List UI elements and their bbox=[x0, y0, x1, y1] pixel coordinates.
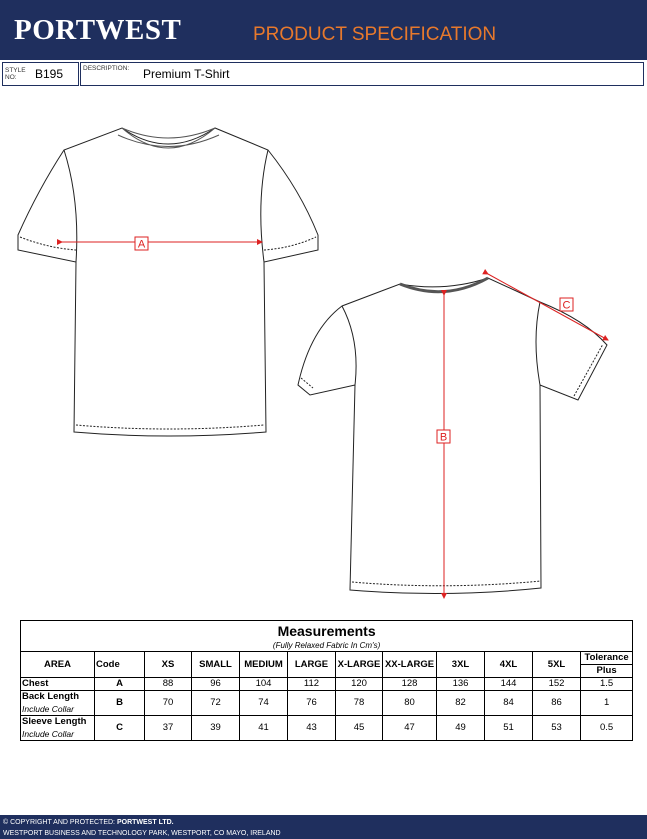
note: Include Collar bbox=[20, 728, 95, 741]
value: 86 bbox=[532, 690, 581, 716]
column-header: Code bbox=[94, 651, 145, 678]
value: 72 bbox=[191, 690, 240, 716]
column-header: 5XL bbox=[532, 651, 581, 678]
table-title: Measurements bbox=[19, 620, 634, 641]
column-header: LARGE bbox=[287, 651, 336, 678]
garment-diagram: A B C bbox=[17, 127, 609, 599]
value: 96 bbox=[191, 677, 240, 691]
column-header: Tolerance bbox=[579, 651, 634, 665]
label-b: B bbox=[440, 432, 447, 444]
description-label: DESCRIPTION: bbox=[83, 65, 130, 72]
note: Include Collar bbox=[20, 703, 95, 716]
value: 152 bbox=[532, 677, 581, 691]
tolerance: 1.5 bbox=[579, 677, 634, 691]
value: 47 bbox=[382, 715, 437, 741]
value: 120 bbox=[335, 677, 383, 691]
value: 49 bbox=[436, 715, 485, 741]
column-header: XS bbox=[144, 651, 192, 678]
column-header: 4XL bbox=[484, 651, 533, 678]
value: 78 bbox=[335, 690, 383, 716]
style-value: B195 bbox=[35, 67, 64, 81]
tolerance: 1 bbox=[579, 690, 634, 716]
style-label: STYLE NO: bbox=[5, 67, 26, 81]
value: 76 bbox=[287, 690, 336, 716]
code: B bbox=[94, 690, 145, 716]
value: 43 bbox=[287, 715, 336, 741]
area: Back Length bbox=[20, 690, 95, 703]
column-header-sub: Plus bbox=[579, 664, 634, 678]
tolerance: 0.5 bbox=[579, 715, 634, 741]
copyright: © COPYRIGHT AND PROTECTED: bbox=[3, 819, 115, 826]
description-value: Premium T-Shirt bbox=[143, 67, 230, 81]
value: 128 bbox=[382, 677, 437, 691]
value: 82 bbox=[436, 690, 485, 716]
front-shirt bbox=[17, 127, 319, 437]
column-header: MEDIUM bbox=[239, 651, 288, 678]
table-row: Chest A 88 96 104 112 120 128 136 144 152 1.5 bbox=[20, 677, 634, 691]
value: 112 bbox=[287, 677, 336, 691]
style-box: STYLE NO: B195 bbox=[2, 62, 79, 86]
column-header: 3XL bbox=[436, 651, 485, 678]
label-a: A bbox=[138, 239, 146, 251]
label-box bbox=[559, 297, 574, 312]
value: 41 bbox=[239, 715, 288, 741]
value: 51 bbox=[484, 715, 533, 741]
value: 45 bbox=[335, 715, 383, 741]
back-shirt bbox=[297, 276, 608, 595]
measure-lines bbox=[57, 239, 609, 599]
code: C bbox=[94, 715, 145, 741]
label-box bbox=[134, 236, 149, 251]
page-title: PRODUCT SPECIFICATION bbox=[253, 24, 497, 45]
brand: PORTWEST bbox=[14, 14, 182, 46]
area: Sleeve Length bbox=[20, 715, 95, 728]
table-row: Sleeve Length C 37 39 41 43 45 47 49 51 53 0.5 bbox=[20, 715, 634, 741]
area: Chest bbox=[20, 677, 95, 691]
label-box bbox=[436, 429, 451, 444]
value: 136 bbox=[436, 677, 485, 691]
table-subtitle: (Fully Relaxed Fabric In Cm's) bbox=[19, 641, 634, 652]
table-row: AREA Code XS SMALL MEDIUM LARGE X-LARGE XX-LARG… bbox=[20, 651, 634, 678]
footer-line: © COPYRIGHT AND PROTECTED: PORTWEST LTD. bbox=[0, 815, 647, 828]
value: 144 bbox=[484, 677, 533, 691]
table-row: (Fully Relaxed Fabric In Cm's) bbox=[19, 641, 634, 652]
table-row: Measurements bbox=[19, 620, 634, 641]
table-row: Include Collar bbox=[20, 728, 633, 741]
column-header: SMALL bbox=[191, 651, 240, 678]
value: 88 bbox=[144, 677, 192, 691]
value: 53 bbox=[532, 715, 581, 741]
company: PORTWEST LTD. bbox=[116, 819, 174, 826]
column-header: XX-LARGE bbox=[382, 651, 437, 678]
code: A bbox=[94, 677, 145, 691]
value: 104 bbox=[239, 677, 288, 691]
footer: © COPYRIGHT AND PROTECTED: PORTWEST LTD.… bbox=[0, 815, 647, 839]
label-c: C bbox=[563, 300, 571, 312]
description-box: DESCRIPTION: Premium T-Shirt bbox=[80, 62, 644, 86]
value: 84 bbox=[484, 690, 533, 716]
measure-labels: A B C bbox=[134, 236, 574, 444]
value: 37 bbox=[144, 715, 192, 741]
table-row: Back Length B 70 72 74 76 78 80 82 84 86 1 bbox=[20, 690, 634, 716]
header-bar bbox=[0, 0, 647, 60]
value: 74 bbox=[239, 690, 288, 716]
column-header: AREA bbox=[20, 651, 95, 678]
measurements-table: Measurements (Fully Relaxed Fabric In Cm'… bbox=[19, 620, 634, 741]
column-header: X-LARGE bbox=[335, 651, 383, 678]
value: 80 bbox=[382, 690, 437, 716]
value: 39 bbox=[191, 715, 240, 741]
address: WESTPORT BUSINESS AND TECHNOLOGY PARK, W… bbox=[3, 830, 281, 837]
value: 70 bbox=[144, 690, 192, 716]
